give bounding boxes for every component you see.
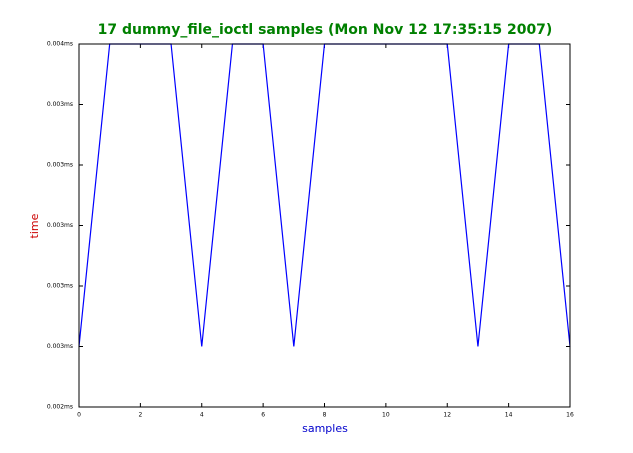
y-axis-label: time [28,213,41,238]
y-tick-label: 0.003ms [47,222,73,229]
x-tick-label: 4 [200,412,204,419]
x-axis-label: samples [302,422,348,435]
y-tick-label: 0.003ms [47,343,73,350]
x-tick-label: 14 [505,412,513,419]
x-tick-label: 12 [443,412,451,419]
y-tick-label: 0.002ms [47,404,73,411]
y-tick-label: 0.003ms [47,101,73,108]
y-tick-label: 0.003ms [47,162,73,169]
x-tick-label: 6 [261,412,265,419]
x-tick-label: 16 [566,412,574,419]
x-tick-label: 10 [382,412,390,419]
y-tick-label: 0.003ms [47,283,73,290]
x-tick-label: 0 [77,412,81,419]
y-tick-label: 0.004ms [47,41,73,48]
x-tick-label: 8 [323,412,327,419]
x-tick-label: 2 [138,412,142,419]
chart-title: 17 dummy_file_ioctl samples (Mon Nov 12 … [98,22,553,38]
plot-frame [78,43,571,408]
